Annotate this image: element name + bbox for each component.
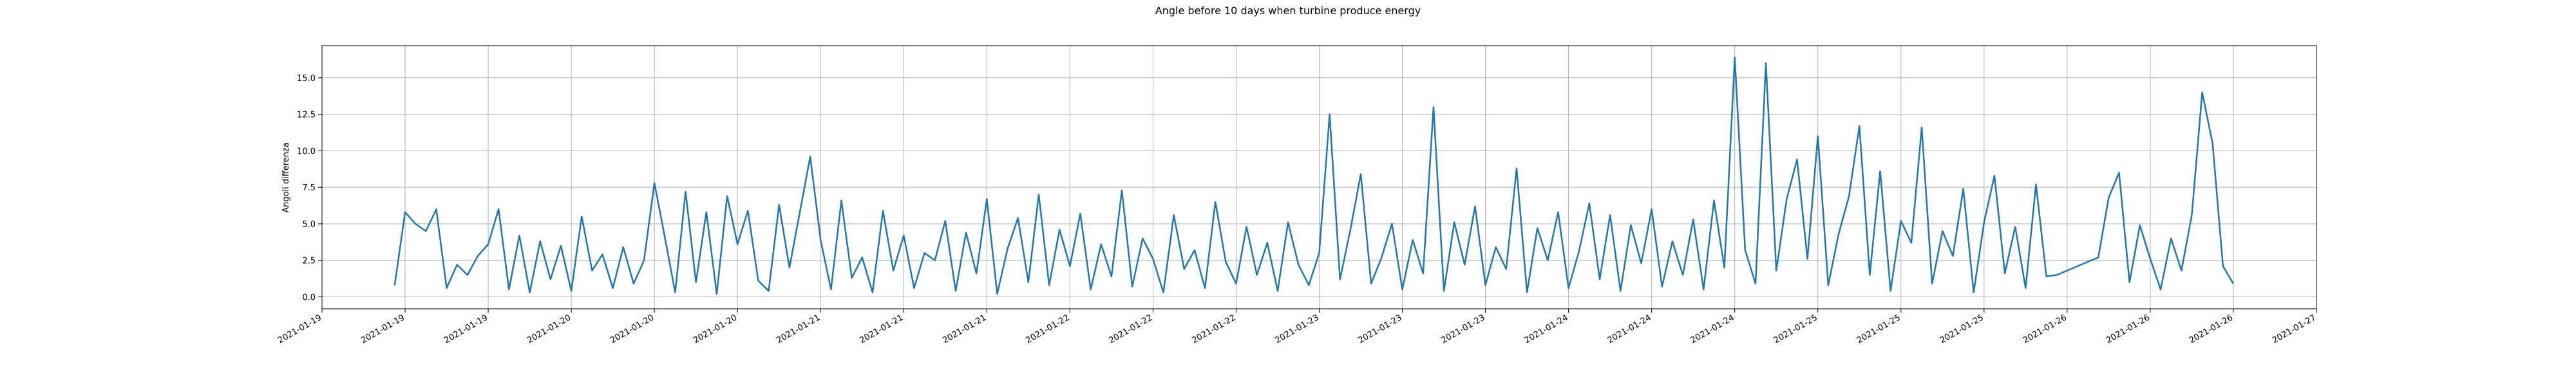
x-tick-label: 2021-01-20 xyxy=(609,313,656,345)
y-tick-label: 12.5 xyxy=(297,111,316,120)
x-tick-label: 2021-01-27 xyxy=(2271,313,2318,345)
x-tick-label: 2021-01-22 xyxy=(1107,313,1154,345)
x-tick-label: 2021-01-21 xyxy=(941,313,988,345)
x-tick-label: 2021-01-24 xyxy=(1523,313,1570,345)
x-tick-label: 2021-01-23 xyxy=(1357,313,1404,345)
x-tick-label: 2021-01-19 xyxy=(276,313,323,345)
x-tick-label: 2021-01-22 xyxy=(1024,313,1071,345)
y-tick-label: 2.5 xyxy=(302,257,316,266)
y-axis-label: Angoli differenza xyxy=(281,142,291,213)
y-tick-label: 5.0 xyxy=(302,220,316,230)
x-tick-label: 2021-01-25 xyxy=(1938,313,1985,345)
x-tick-label: 2021-01-24 xyxy=(1606,313,1653,345)
x-tick-label: 2021-01-26 xyxy=(2188,313,2235,345)
x-tick-label: 2021-01-20 xyxy=(692,313,739,345)
y-tick-label: 7.5 xyxy=(302,183,316,193)
x-tick-label: 2021-01-23 xyxy=(1274,313,1321,345)
y-tick-label: 0.0 xyxy=(302,293,316,302)
x-tick-label: 2021-01-25 xyxy=(1855,313,1902,345)
x-tick-label: 2021-01-19 xyxy=(442,313,489,345)
x-tick-label: 2021-01-21 xyxy=(858,313,905,345)
plot-frame xyxy=(321,45,2317,309)
y-tick-label: 15.0 xyxy=(297,74,316,84)
x-tick-label: 2021-01-26 xyxy=(2022,313,2069,345)
y-tick-label: 10.0 xyxy=(297,147,316,156)
x-tick-label: 2021-01-23 xyxy=(1440,313,1487,345)
x-tick-label: 2021-01-25 xyxy=(1772,313,1819,345)
chart-title: Angle before 10 days when turbine produc… xyxy=(1155,5,1421,17)
x-tick-label: 2021-01-19 xyxy=(359,313,406,345)
data-line xyxy=(393,56,2235,295)
x-tick-label: 2021-01-20 xyxy=(526,313,573,345)
x-tick-label: 2021-01-22 xyxy=(1191,313,1238,345)
x-tick-label: 2021-01-26 xyxy=(2105,313,2152,345)
x-tick-label: 2021-01-21 xyxy=(775,313,822,345)
x-tick-label: 2021-01-24 xyxy=(1689,313,1736,345)
